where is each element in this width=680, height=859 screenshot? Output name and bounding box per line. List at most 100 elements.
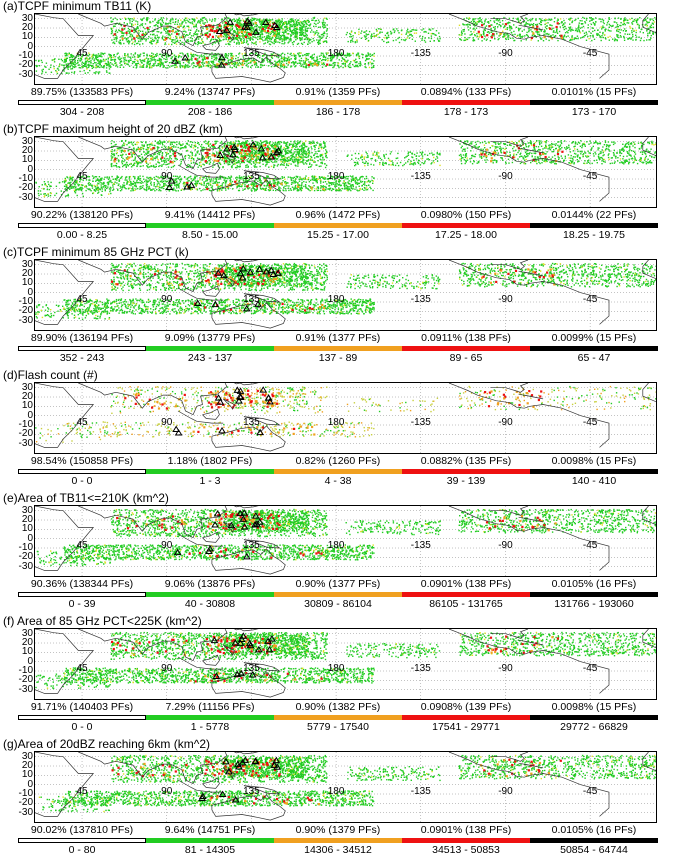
bin-percent-label: 90.02% (137810 PFs) — [18, 825, 146, 836]
color-bar-segment — [18, 715, 146, 720]
lon-tick-label: -135 — [411, 295, 431, 305]
color-bar — [18, 100, 658, 105]
bin-percent-label: 0.0105% (16 PFs) — [530, 579, 658, 590]
lon-tick-label: -90 — [498, 664, 512, 674]
bin-range-label: 173 - 170 — [530, 107, 658, 118]
bin-range-label: 186 - 178 — [274, 107, 402, 118]
lon-tick-label: -135 — [411, 787, 431, 797]
pf-scatter — [35, 17, 656, 74]
bin-percent-label: 0.0882% (135 PFs) — [402, 456, 530, 467]
lon-tick-label: -135 — [411, 541, 431, 551]
bin-range-label: 208 - 186 — [146, 107, 274, 118]
lon-tick-label: -135 — [411, 49, 431, 59]
bin-range-label: 140 - 410 — [530, 476, 658, 487]
lon-tick-label: 45 — [76, 664, 87, 674]
bin-percent-label: 9.06% (13876 PFs) — [146, 579, 274, 590]
bin-percent-label: 0.0901% (138 PFs) — [402, 825, 530, 836]
bin-percent-label: 9.24% (13747 PFs) — [146, 87, 274, 98]
color-bar-segment — [18, 838, 146, 843]
bin-percent-label: 7.29% (11156 PFs) — [146, 702, 274, 713]
bin-range-label: 1 - 3 — [146, 476, 274, 487]
bin-percent-label: 1.18% (1802 PFs) — [146, 456, 274, 467]
bin-percent-label: 0.91% (1377 PFs) — [274, 333, 402, 344]
color-bar-segment — [530, 100, 658, 105]
color-bar-segment — [274, 715, 402, 720]
bin-range-label: 50854 - 64744 — [530, 845, 658, 856]
lon-tick-label: 90 — [161, 418, 172, 428]
color-bar-segment — [402, 223, 530, 228]
color-bar-segment — [146, 715, 274, 720]
world-map — [34, 382, 657, 454]
world-map — [34, 13, 657, 85]
lon-tick-label: -45 — [583, 541, 597, 551]
bin-percent-label: 90.36% (138344 PFs) — [18, 579, 146, 590]
lon-tick-label: 90 — [161, 49, 172, 59]
color-bar-segment — [402, 469, 530, 474]
lon-tick-label: -135 — [411, 418, 431, 428]
lon-tick-label: 45 — [76, 541, 87, 551]
bin-range-label: 89 - 65 — [402, 353, 530, 364]
color-bar-segment — [18, 346, 146, 351]
color-bar-segment — [402, 346, 530, 351]
color-bar-segment — [146, 469, 274, 474]
color-bar — [18, 592, 658, 597]
bin-range-label: 0 - 0 — [18, 476, 146, 487]
lon-tick-label: 135 — [243, 541, 260, 551]
panel-title: (b)TCPF maximum height of 20 dBZ (km) — [3, 123, 223, 136]
bin-range-label: 18.25 - 19.75 — [530, 230, 658, 241]
bin-range-label: 137 - 89 — [274, 353, 402, 364]
color-bar-segment — [18, 469, 146, 474]
bin-range-label: 5779 - 17540 — [274, 722, 402, 733]
lon-tick-label: -45 — [583, 295, 597, 305]
bin-range-label: 39 - 139 — [402, 476, 530, 487]
bin-percent-label: 0.0911% (138 PFs) — [402, 333, 530, 344]
color-bar — [18, 715, 658, 720]
bin-range-label: 34513 - 50853 — [402, 845, 530, 856]
lon-tick-label: 135 — [243, 664, 260, 674]
color-bar-segment — [274, 346, 402, 351]
bin-range-label: 8.50 - 15.00 — [146, 230, 274, 241]
bin-range-label: 30809 - 86104 — [274, 599, 402, 610]
bin-percent-label: 0.96% (1472 PFs) — [274, 210, 402, 221]
lon-tick-label: 180 — [328, 418, 345, 428]
color-bar — [18, 346, 658, 351]
lon-tick-label: 90 — [161, 541, 172, 551]
lon-tick-label: 180 — [328, 664, 345, 674]
color-bar-segment — [18, 100, 146, 105]
lon-tick-label: 45 — [76, 295, 87, 305]
lon-tick-label: 135 — [243, 172, 260, 182]
color-bar-segment — [274, 223, 402, 228]
color-bar-segment — [402, 592, 530, 597]
bin-range-label: 40 - 30808 — [146, 599, 274, 610]
lon-tick-label: 135 — [243, 787, 260, 797]
bin-percent-label: 0.0105% (16 PFs) — [530, 825, 658, 836]
lat-tick-label: -30 — [15, 685, 33, 695]
lon-tick-label: 90 — [161, 295, 172, 305]
lon-tick-label: -45 — [583, 787, 597, 797]
world-map — [34, 136, 657, 208]
color-bar-segment — [274, 100, 402, 105]
lon-tick-label: 45 — [76, 49, 87, 59]
color-bar-segment — [402, 100, 530, 105]
bin-percent-label: 9.41% (14412 PFs) — [146, 210, 274, 221]
bin-range-label: 14306 - 34512 — [274, 845, 402, 856]
color-bar-segment — [274, 592, 402, 597]
panel-title: (d)Flash count (#) — [3, 369, 98, 382]
color-bar-segment — [530, 838, 658, 843]
lon-tick-label: 180 — [328, 295, 345, 305]
lon-tick-label: 45 — [76, 418, 87, 428]
lon-tick-label: 180 — [328, 49, 345, 59]
panel-title: (a)TCPF minimum TB11 (K) — [3, 0, 151, 13]
bin-percent-label: 98.54% (150858 PFs) — [18, 456, 146, 467]
color-bar-segment — [530, 715, 658, 720]
color-bar-segment — [402, 838, 530, 843]
bin-percent-label: 0.0098% (15 PFs) — [530, 456, 658, 467]
bin-percent-label: 0.0098% (15 PFs) — [530, 702, 658, 713]
bin-percent-label: 9.09% (13779 PFs) — [146, 333, 274, 344]
color-bar-segment — [274, 469, 402, 474]
bin-range-label: 0 - 0 — [18, 722, 146, 733]
lat-tick-label: -30 — [15, 316, 33, 326]
